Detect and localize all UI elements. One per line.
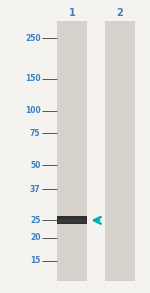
Text: 75: 75	[30, 129, 40, 138]
Text: 2: 2	[117, 8, 123, 18]
Bar	[57, 21, 87, 281]
Text: 20: 20	[30, 234, 40, 243]
Text: 250: 250	[25, 34, 40, 42]
Text: 50: 50	[30, 161, 40, 170]
Text: 100: 100	[25, 106, 40, 115]
Bar	[58, 219, 86, 223]
Text: 37: 37	[30, 185, 40, 194]
Text: 15: 15	[30, 256, 40, 265]
Bar	[57, 216, 87, 224]
Text: 150: 150	[25, 74, 40, 83]
Text: 25: 25	[30, 216, 40, 225]
Text: 1: 1	[69, 8, 75, 18]
Bar	[105, 21, 135, 281]
